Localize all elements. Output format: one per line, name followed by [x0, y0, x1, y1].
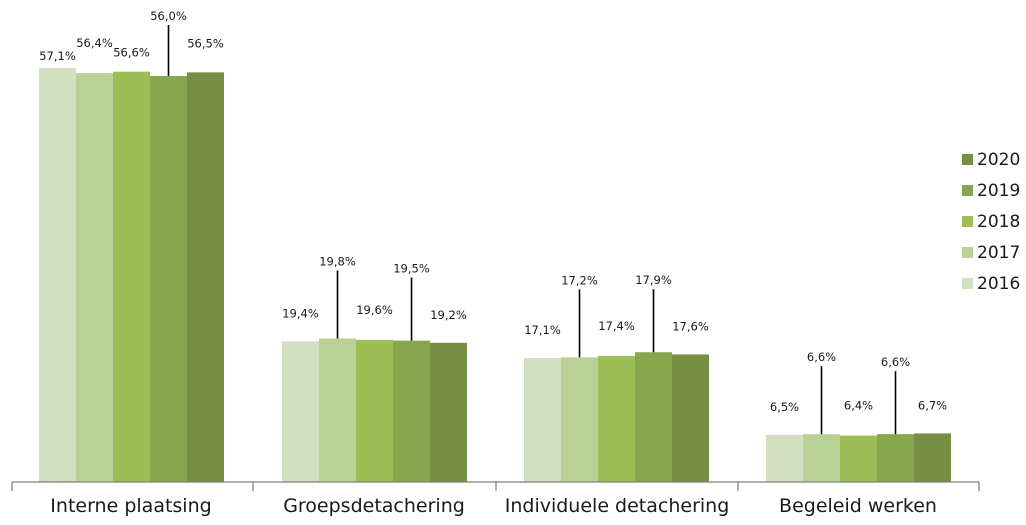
data-label-2020-3: 6,7%: [918, 398, 947, 412]
bar-2016-0: [39, 68, 76, 483]
bar-2019-0: [150, 76, 187, 482]
legend-swatch-2016: [962, 278, 973, 289]
data-label-2016-0: 57,1%: [39, 49, 76, 63]
data-label-2018-2: 17,4%: [598, 319, 635, 333]
legend-swatch-2019: [962, 185, 973, 196]
bar-2020-3: [914, 433, 951, 482]
bar-2020-2: [672, 354, 709, 482]
data-label-2016-3: 6,5%: [770, 400, 799, 414]
bar-2016-1: [282, 341, 319, 482]
bar-2020-1: [430, 342, 467, 482]
legend-label-2016: 2016: [977, 274, 1020, 294]
x-tick-label-3: Begeleid werken: [779, 495, 937, 517]
data-label-2018-1: 19,6%: [356, 303, 393, 317]
data-labels: 57,1% 19,4% 17,1% 6,5% 56,4% 19,8% 17,2% 6,6% 56…: [39, 9, 947, 414]
bar-2016-2: [524, 358, 561, 482]
x-tick-label-1: Groepsdetachering: [283, 495, 465, 517]
bar-2018-2: [598, 355, 635, 482]
bar-2018-3: [840, 435, 877, 482]
data-label-2019-2: 17,9%: [635, 273, 672, 287]
bar-2018-1: [356, 339, 393, 482]
bar-2020-0: [187, 72, 224, 482]
bars-layer: [39, 68, 951, 483]
legend-label-2020: 2020: [977, 150, 1020, 170]
bar-2019-1: [393, 340, 430, 482]
bar-2019-2: [635, 352, 672, 482]
data-label-2018-0: 56,6%: [113, 46, 150, 60]
x-axis: Interne plaatsing Groepsdetachering Indivi…: [11, 481, 980, 517]
data-label-2020-1: 19,2%: [430, 308, 467, 322]
bar-2016-3: [766, 434, 803, 482]
data-label-2016-1: 19,4%: [282, 306, 319, 320]
legend-swatch-2018: [962, 216, 973, 227]
data-label-2017-0: 56,4%: [76, 36, 113, 50]
legend-label-2018: 2018: [977, 212, 1020, 232]
legend-label-2017: 2017: [977, 243, 1020, 263]
data-label-2019-0: 56,0%: [150, 9, 187, 23]
bar-2017-3: [803, 434, 840, 482]
bar-2018-0: [113, 71, 150, 483]
bar-2019-3: [877, 434, 914, 482]
legend-label-2019: 2019: [977, 181, 1020, 201]
leader-lines: [167, 25, 897, 435]
data-label-2019-1: 19,5%: [393, 262, 430, 276]
bar-2017-1: [319, 338, 356, 482]
data-label-2017-2: 17,2%: [561, 273, 598, 287]
data-label-2016-2: 17,1%: [524, 323, 561, 337]
data-label-2017-3: 6,6%: [807, 350, 836, 364]
x-tick-label-2: Individuele detachering: [505, 495, 730, 517]
data-label-2019-3: 6,6%: [881, 355, 910, 369]
legend-swatch-2017: [962, 247, 973, 258]
x-tick-label-0: Interne plaatsing: [50, 495, 211, 517]
data-label-2020-2: 17,6%: [672, 319, 709, 333]
bar-2017-2: [561, 357, 598, 482]
legend: 2020 2019 2018 2017 2016: [962, 150, 1020, 294]
data-label-2020-0: 56,5%: [187, 36, 224, 50]
data-label-2017-1: 19,8%: [319, 254, 356, 268]
legend-swatch-2020: [962, 154, 973, 165]
data-label-2018-3: 6,4%: [844, 399, 873, 413]
bar-2017-0: [76, 73, 113, 482]
